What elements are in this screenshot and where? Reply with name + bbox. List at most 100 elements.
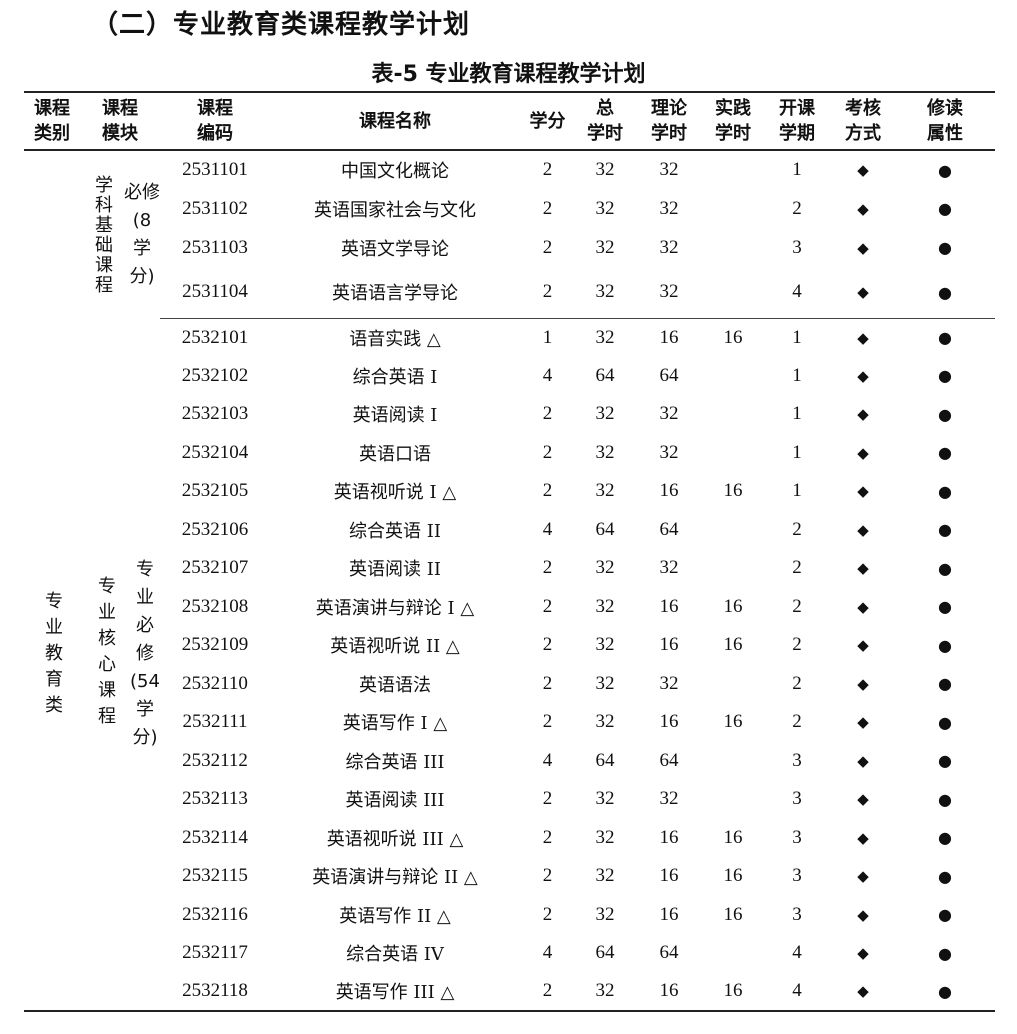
cell-credit: 2 <box>542 480 553 502</box>
cell-code: 2532111 <box>182 711 248 733</box>
cell-credit: 2 <box>542 672 553 694</box>
attribute-dot-icon: ● <box>938 635 952 655</box>
cell-semester: 2 <box>792 672 802 694</box>
cell-credit: 2 <box>542 634 553 656</box>
cell-code: 2532113 <box>182 788 248 810</box>
exam-method-diamond-icon: ◆ <box>857 905 869 924</box>
attribute-dot-icon: ● <box>938 238 952 257</box>
cell-code: 2531102 <box>182 197 248 219</box>
cell-theory-hours: 64 <box>659 364 679 386</box>
cell-credit: 4 <box>542 364 553 386</box>
cell-theory-hours: 16 <box>659 826 679 848</box>
cell-total-hours: 32 <box>595 865 615 887</box>
module-name: 学科基础课程 <box>92 174 113 295</box>
cell-practice-hours: 16 <box>723 711 743 733</box>
cell-code: 2532104 <box>181 441 249 463</box>
attribute-dot-icon: ● <box>938 751 952 771</box>
attribute-dot-icon: ● <box>938 905 952 925</box>
cell-practice-hours: 16 <box>723 480 743 502</box>
cell-practice-hours <box>703 434 763 473</box>
cell-total-hours: 32 <box>595 159 615 180</box>
header-category: 课程 类别 <box>24 91 80 151</box>
cell-semester: 2 <box>792 634 802 656</box>
cell-semester: 4 <box>792 942 802 964</box>
cell-code: 2532117 <box>182 942 248 964</box>
cell-practice-hours <box>703 549 763 588</box>
cell-name: 英语文学导论 <box>341 238 449 260</box>
cell-total-hours: 64 <box>595 942 615 964</box>
exam-method-diamond-icon: ◆ <box>857 366 869 385</box>
cell-semester: 3 <box>792 903 802 925</box>
cell-practice-hours <box>703 742 763 781</box>
cell-theory-hours: 32 <box>659 672 679 694</box>
cell-total-hours: 32 <box>595 634 615 656</box>
cell-total-hours: 32 <box>595 236 615 258</box>
exam-method-diamond-icon: ◆ <box>857 482 869 501</box>
cell-semester: 1 <box>792 480 802 502</box>
cell-total-hours: 64 <box>595 364 615 386</box>
cell-name: 综合英语 II <box>349 520 441 542</box>
cell-code: 2531101 <box>182 159 248 180</box>
cell-credit: 2 <box>542 403 553 425</box>
exam-method-diamond-icon: ◆ <box>857 238 869 257</box>
cell-code: 2532112 <box>182 749 248 771</box>
table-row: 2531103 英语文学导论 2 32 32 3 ◆ ● <box>24 228 995 267</box>
attribute-dot-icon: ● <box>938 404 952 424</box>
cell-name: 英语写作 II △ <box>339 905 451 927</box>
cell-name: 综合英语 III <box>345 751 445 773</box>
cell-credit: 2 <box>542 441 553 463</box>
cell-name: 英语写作 I △ <box>342 713 448 735</box>
cell-total-hours: 32 <box>595 788 615 810</box>
cell-practice-hours <box>703 357 763 396</box>
cell-practice-hours <box>703 934 763 973</box>
table-row: 2532118 英语写作 III △ 2 32 16 16 4 ◆ ● <box>24 972 995 1012</box>
cell-name: 英语语言学导论 <box>270 267 520 319</box>
cell-semester: 1 <box>792 159 802 180</box>
table-row: 2532115 英语演讲与辩论 II △ 2 32 16 16 3 ◆ ● <box>24 857 995 896</box>
cell-theory-hours: 32 <box>659 159 679 180</box>
cell-semester: 3 <box>792 865 802 887</box>
cell-total-hours: 32 <box>575 267 635 319</box>
attribute-dot-icon: ● <box>895 972 995 1012</box>
cell-semester: 2 <box>792 595 802 617</box>
cell-name: 综合英语 IV <box>346 944 444 966</box>
attribute-dot-icon: ● <box>938 866 952 886</box>
cell-code: 2532116 <box>182 903 248 925</box>
attribute-dot-icon: ● <box>938 828 952 848</box>
header-semester: 开课 学期 <box>763 91 831 151</box>
cell-practice-hours <box>703 780 763 819</box>
cell-name: 英语阅读 I <box>352 405 438 427</box>
table-row: 2532104 英语口语 2 32 32 1 ◆ ● <box>24 434 995 473</box>
table-row: 2532116 英语写作 II △ 2 32 16 16 3 ◆ ● <box>24 896 995 935</box>
category-label: 专业教育类 <box>42 590 63 721</box>
cell-semester: 4 <box>763 972 831 1012</box>
cell-name: 英语语法 <box>359 674 431 696</box>
cell-name: 英语阅读 II <box>349 559 441 581</box>
cell-code: 2532107 <box>181 557 249 579</box>
cell-code: 2532108 <box>181 595 249 617</box>
cell-practice-hours: 16 <box>723 865 743 887</box>
cell-credit: 2 <box>542 557 553 579</box>
cell-theory-hours: 16 <box>659 595 679 617</box>
cell-theory-hours: 32 <box>659 197 679 219</box>
table-row: 专业核心课程 专业必修(54学分) 2532101 语音实践 △ 1 32 16 16 1 ◆ ● <box>24 318 995 1012</box>
exam-method-diamond-icon: ◆ <box>857 405 869 424</box>
section-title: （二）专业教育类课程教学计划 <box>92 10 471 40</box>
attribute-dot-icon: ● <box>938 443 952 463</box>
attribute-dot-icon: ● <box>938 674 952 694</box>
cell-theory-hours: 32 <box>659 788 679 810</box>
cell-theory-hours: 64 <box>659 518 679 540</box>
cell-theory-hours: 64 <box>659 942 679 964</box>
course-plan-table: 课程 类别 课程 模块 课程 编码 课程名称 学分总 学时 理论 学时 实践 学时 开课 学期… <box>24 91 995 1012</box>
cell-total-hours: 32 <box>595 441 615 463</box>
cell-code: 2532103 <box>181 403 249 425</box>
header-credit: 学分 <box>520 91 575 151</box>
cell-code: 2532118 <box>160 972 270 1012</box>
cell-total-hours: 32 <box>595 903 615 925</box>
cell-name: 中国文化概论 <box>341 161 449 182</box>
header-total-hours: 总 学时 <box>575 91 635 151</box>
cell-total-hours: 32 <box>595 403 615 425</box>
cell-credit: 2 <box>542 595 553 617</box>
cell-name: 语音实践 △ <box>349 328 441 350</box>
cell-theory-hours: 32 <box>635 267 703 319</box>
